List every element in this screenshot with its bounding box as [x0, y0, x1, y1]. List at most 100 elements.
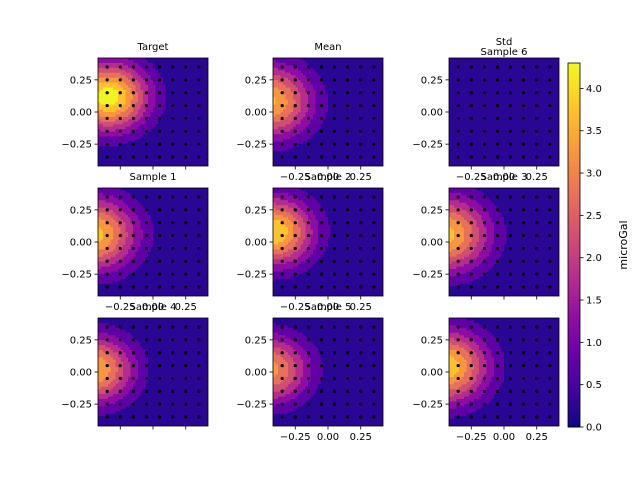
contour-cell [178, 136, 182, 140]
contour-cell [295, 131, 299, 135]
contour-cell [471, 67, 475, 71]
contour-cell [138, 65, 142, 69]
contour-cell [378, 99, 382, 103]
contour-cell [288, 143, 292, 147]
contour-cell [489, 148, 493, 152]
contour-cell [195, 146, 199, 150]
y-tick-label: 0.00 [245, 108, 267, 119]
contour-cell [203, 65, 207, 69]
contour-cell [170, 72, 174, 76]
contour-cell [343, 62, 347, 66]
contour-cell [163, 70, 167, 74]
contour-cell [275, 85, 279, 89]
contour-cell [173, 156, 177, 160]
contour-cell [305, 134, 309, 138]
contour-cell [459, 67, 463, 71]
contour-cell [175, 102, 179, 106]
contour-cell [285, 102, 289, 106]
contour-cell [345, 146, 349, 150]
contour-cell [368, 85, 372, 89]
contour-cell [365, 60, 369, 64]
contour-cell [113, 158, 117, 162]
contour-cell [449, 116, 453, 120]
contour-cell [496, 82, 500, 86]
contour-cell [476, 80, 480, 84]
contour-cell [160, 141, 164, 145]
contour-cell [494, 77, 498, 81]
contour-cell [486, 134, 490, 138]
contour-cell [140, 92, 144, 96]
contour-cell [195, 139, 199, 143]
contour-cell [328, 141, 332, 145]
contour-cell [135, 70, 139, 74]
contour-cell [180, 80, 184, 84]
contour-cell [360, 161, 364, 165]
contour-cell [308, 99, 312, 103]
contour-cell [155, 75, 159, 79]
contour-cell [479, 89, 483, 93]
contour-cell [150, 139, 154, 143]
station-point [197, 116, 201, 121]
contour-cell [185, 114, 189, 118]
contour-cell [205, 80, 208, 84]
contour-cell [476, 94, 480, 98]
contour-cell [310, 65, 314, 69]
contour-cell [153, 129, 157, 133]
contour-cell [130, 85, 134, 89]
contour-cell [138, 75, 142, 79]
contour-cell [190, 99, 194, 103]
contour-cell [320, 107, 324, 111]
contour-cell [160, 158, 164, 162]
contour-cell [125, 67, 129, 71]
contour-cell [205, 82, 208, 86]
contour-cell [378, 60, 382, 64]
contour-cell [105, 102, 109, 106]
station-point [184, 78, 188, 82]
contour-cell [348, 97, 352, 101]
contour-cell [308, 75, 312, 79]
contour-cell [370, 141, 374, 145]
contour-cell [125, 89, 129, 93]
contour-cell [363, 148, 367, 152]
contour-cell [193, 107, 197, 111]
contour-cell [295, 70, 299, 74]
contour-cell [373, 114, 377, 118]
contour-cell [100, 134, 104, 138]
contour-cell [295, 163, 299, 166]
contour-cell [486, 114, 490, 118]
contour-cell [494, 129, 498, 133]
contour-cell [185, 109, 189, 113]
contour-cell [108, 102, 112, 106]
contour-cell [373, 161, 377, 165]
contour-cell [375, 72, 379, 76]
contour-cell [183, 136, 187, 140]
contour-cell [476, 104, 480, 108]
contour-cell [298, 143, 302, 147]
contour-cell [200, 97, 204, 101]
contour-cell [288, 109, 292, 113]
contour-cell [303, 80, 307, 84]
contour-cell [353, 58, 357, 62]
contour-cell [285, 153, 289, 157]
contour-cell [489, 70, 493, 74]
contour-cell [188, 156, 192, 160]
contour-cell [328, 114, 332, 118]
contour-cell [120, 112, 124, 116]
contour-cell [108, 72, 112, 76]
contour-cell [474, 146, 478, 150]
contour-cell [491, 102, 495, 106]
contour-cell [449, 62, 453, 66]
contour-cell [290, 141, 294, 145]
contour-cell [320, 121, 324, 125]
contour-cell [451, 116, 455, 120]
contour-cell [193, 141, 197, 145]
contour-cell [340, 82, 344, 86]
contour-cell [365, 80, 369, 84]
contour-cell [459, 158, 463, 162]
contour-cell [335, 136, 339, 140]
contour-cell [318, 77, 322, 81]
contour-cell [155, 82, 159, 86]
contour-cell [469, 151, 473, 155]
contour-cell [133, 102, 137, 106]
contour-cell [466, 146, 470, 150]
